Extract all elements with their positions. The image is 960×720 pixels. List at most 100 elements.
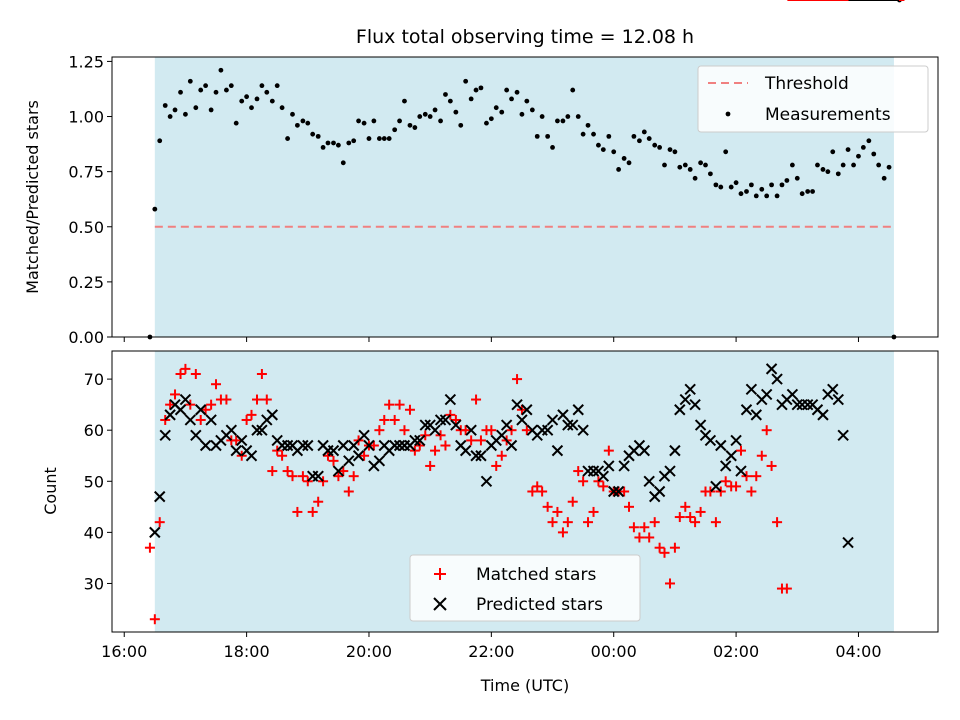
measurement-point [381, 136, 387, 141]
matched-star-marker [185, 399, 196, 410]
measurement-point [478, 85, 484, 91]
top-y-ticks: 0.00 0.25 0.50 0.75 1.00 1.25 [68, 52, 112, 347]
measurement-point [519, 111, 525, 117]
predicted-star-marker [603, 460, 615, 472]
measurement-point [432, 107, 438, 113]
matched-star-marker [277, 450, 288, 461]
y-tick-label: 1.25 [68, 52, 104, 71]
predicted-star-marker [496, 429, 508, 442]
predicted-star-marker [358, 429, 370, 442]
predicted-star-marker [771, 373, 783, 385]
matched-star-marker [272, 445, 283, 456]
measurement-point [774, 193, 780, 199]
predicted-star-marker [414, 434, 426, 447]
measurement-point [845, 147, 851, 152]
matched-star-marker [144, 542, 155, 553]
predicted-star-marker [419, 419, 431, 431]
predicted-star-marker [190, 429, 202, 442]
predicted-star-marker [557, 409, 569, 421]
predicted-star-marker [297, 439, 309, 452]
matched-star-marker [195, 414, 206, 425]
matched-star-marker [598, 481, 609, 492]
predicted-star-marker [199, 439, 212, 452]
matched-star-marker [379, 414, 390, 425]
measurement-point [402, 98, 407, 104]
measurement-point [224, 87, 229, 93]
measurement-point [392, 127, 398, 133]
measurement-point [259, 83, 265, 89]
measurement-point [881, 175, 887, 181]
measurement-point [193, 105, 199, 111]
predicted-star-marker [337, 439, 349, 452]
measurement-point [637, 138, 642, 144]
predicted-star-marker [694, 419, 707, 431]
predicted-star-marker [562, 419, 574, 431]
measurement-point [524, 98, 530, 104]
x-axis-label: Time (UTC) [480, 676, 569, 695]
matched-star-marker [292, 506, 303, 517]
predicted-star-marker [149, 526, 161, 539]
measurement-point [667, 147, 673, 152]
predicted-star-marker [715, 439, 727, 452]
predicted-star-marker [719, 460, 732, 472]
measurement-point [886, 164, 892, 170]
matched-star-marker [374, 425, 385, 436]
matched-star-marker [246, 409, 257, 420]
measurement-point [172, 107, 178, 113]
matched-star-marker [583, 517, 594, 528]
predicted-star-marker [730, 434, 742, 447]
measurement-point [269, 98, 275, 104]
predicted-stars-points [149, 0, 899, 549]
measurement-point [539, 114, 545, 119]
matched-star-marker [649, 517, 660, 528]
x-tick-label: 20:00 [346, 642, 392, 661]
measurement-point [779, 182, 785, 188]
measurement-point [764, 193, 770, 199]
measurement-point [580, 131, 586, 137]
matched-star-marker [149, 614, 160, 625]
measurement-point [325, 140, 331, 146]
measurement-point [616, 167, 622, 172]
matched-star-marker [680, 501, 691, 512]
matched-star-marker [537, 486, 548, 497]
measurement-point [407, 122, 413, 128]
matched-star-marker [287, 471, 298, 482]
predicted-star-marker [551, 444, 564, 457]
matched-star-marker [175, 368, 186, 379]
measurement-point [239, 98, 245, 104]
measurement-point [682, 162, 688, 168]
predicted-star-marker [597, 470, 610, 482]
measurement-point [560, 118, 566, 124]
measurement-point [621, 156, 627, 161]
matched-star-marker [512, 374, 523, 385]
matched-star-marker [654, 542, 665, 553]
measurement-point [652, 142, 658, 148]
measurement-point [473, 87, 479, 93]
predicted-star-marker [429, 424, 441, 436]
matched-star-marker [404, 404, 415, 415]
matched-star-marker [573, 466, 584, 477]
predicted-star-marker [266, 409, 279, 421]
matched-stars-points [144, 0, 905, 625]
measurement-point [427, 114, 433, 119]
matched-star-marker [231, 435, 242, 446]
matched-star-marker [720, 476, 731, 487]
measurement-point [825, 169, 831, 175]
predicted-star-marker [765, 363, 778, 375]
x-tick-label: 02:00 [713, 642, 759, 661]
measurement-point [233, 120, 239, 126]
matched-star-marker [532, 481, 543, 492]
bottom-y-axis-label: Count [41, 467, 60, 515]
matched-star-marker [471, 394, 482, 405]
matched-star-marker [731, 481, 742, 492]
matched-star-marker [715, 486, 726, 497]
measurement-point [488, 116, 494, 122]
predicted-star-marker [225, 424, 238, 436]
predicted-star-marker [409, 434, 421, 447]
predicted-star-marker [444, 393, 457, 406]
predicted-star-marker [587, 465, 600, 477]
measurement-point [147, 334, 153, 340]
measurement-point [412, 125, 418, 130]
matched-star-marker [527, 486, 538, 497]
